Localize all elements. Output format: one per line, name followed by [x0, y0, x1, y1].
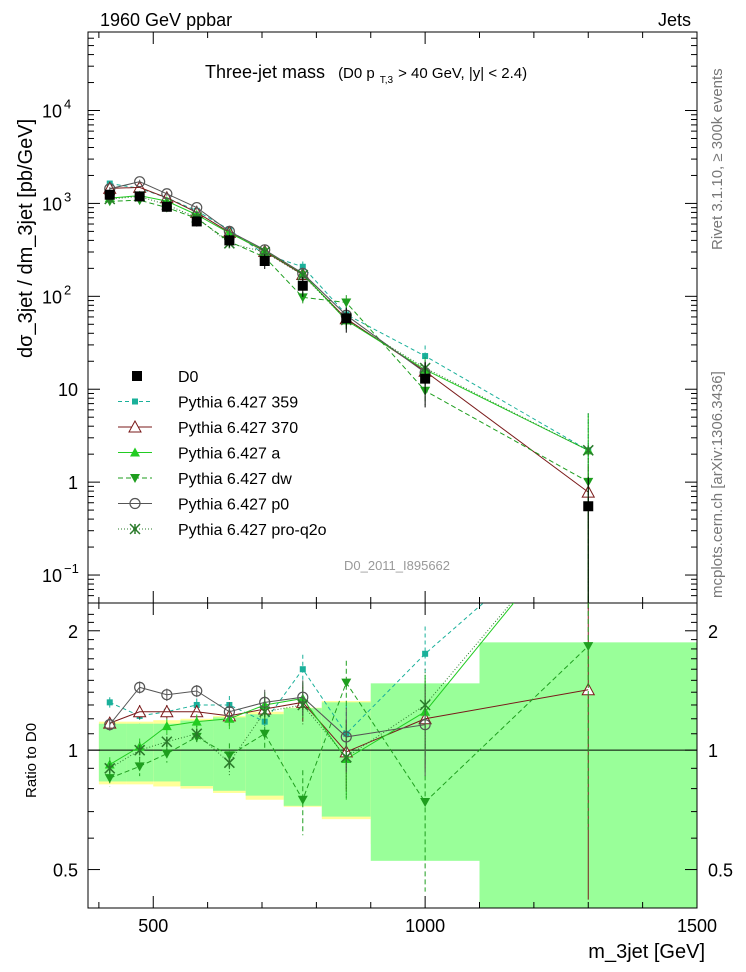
ratio-y-axis-label: Ratio to D0	[23, 723, 40, 798]
ratio-point-pythia-6-427-p0	[104, 719, 116, 731]
series-line-pythia-6-427-dw	[109, 199, 589, 483]
series-point-pythia-6-427-pro-q2o	[582, 444, 594, 456]
ratio-line-pythia-6-427-dw	[109, 645, 589, 803]
ratio-point-pythia-6-427-dw	[104, 774, 115, 784]
analysis-watermark: D0_2011_I895662	[344, 558, 450, 573]
chart-title-main: Three-jet mass	[205, 62, 325, 82]
top-y-tick-label: 10	[42, 102, 62, 122]
ratio-uncertainty-bands	[98, 642, 697, 908]
ratio-y-tick-label-left: 1	[68, 741, 78, 761]
chart-title-cuts-rest: > 40 GeV, |y| < 2.4)	[398, 65, 527, 82]
data-point-d0	[259, 255, 270, 266]
legend-label: Pythia 6.427 p0	[178, 497, 289, 514]
data-point-d0	[191, 216, 202, 227]
legend-label: Pythia 6.427 dw	[178, 471, 292, 488]
data-point-d0	[420, 373, 431, 384]
legend-marker	[129, 497, 141, 510]
top-y-tick-label: 10	[42, 194, 62, 214]
series-line-pythia-6-427-a	[109, 195, 589, 451]
rivet-version-label: Rivet 3.1.10, ≥ 300k events	[709, 68, 726, 250]
ratio-line-pythia-6-427-359	[109, 603, 485, 735]
top-y-tick-exponent: 3	[64, 189, 71, 204]
top-y-tick-exponent: 4	[64, 97, 71, 112]
ratio-point-pythia-6-427-pro-q2o	[134, 744, 146, 756]
top-panel-series	[102, 176, 596, 603]
top-y-tick-exponent: 2	[64, 282, 71, 297]
legend-marker	[130, 447, 140, 457]
top-y-tick-exponent: −1	[64, 561, 79, 576]
top-y-tick-label: 1	[68, 473, 78, 493]
legend-label: Pythia 6.427 pro-q2o	[178, 522, 327, 539]
top-y-tick-label: 10	[58, 380, 78, 400]
ratio-point-pythia-6-427-p0	[161, 689, 173, 701]
ratio-panel-frame	[87, 602, 698, 909]
series-line-pythia-6-427-p0	[109, 181, 426, 374]
data-point-d0	[297, 280, 308, 291]
legend-label: Pythia 6.427 a	[178, 446, 280, 463]
ratio-line-pythia-6-427-a	[109, 603, 515, 765]
ratio-point-pythia-6-427-pro-q2o	[223, 757, 235, 769]
axes-frames	[87, 31, 698, 909]
series-point-pythia-6-427-dw	[297, 293, 308, 303]
x-axis-label: m_3jet [GeV]	[588, 941, 705, 963]
ratio-panel-series	[102, 603, 596, 900]
stat-uncertainty-band	[98, 723, 127, 782]
top-y-tick-label: 10	[42, 566, 62, 586]
legend-label: D0	[178, 369, 199, 386]
ratio-y-tick-label-right: 2	[708, 622, 718, 642]
data-point-d0	[341, 313, 352, 324]
ratio-line-pythia-6-427-p0	[109, 686, 426, 738]
top-panel-frame	[87, 31, 698, 604]
legend-marker	[129, 523, 141, 535]
ratio-point-pythia-6-427-dw	[259, 729, 270, 739]
ratio-y-tick-label-right: 0.5	[708, 861, 733, 881]
top-y-tick-label: 10	[42, 287, 62, 307]
header-left: 1960 GeV ppbar	[100, 10, 232, 30]
ratio-point-pythia-6-427-p0	[223, 706, 235, 718]
ratio-y-tick-label-right: 1	[708, 741, 718, 761]
legend: D0 Pythia 6.427 359 Pythia 6.427 370 Pythia…	[118, 369, 327, 539]
ratio-point-pythia-6-427-p0	[340, 731, 352, 743]
chart-title-subscript: T,3	[380, 75, 394, 86]
header-right: Jets	[658, 10, 691, 30]
ratio-line-pythia-6-427-pro-q2o	[109, 603, 512, 769]
ratio-point-pythia-6-427-359	[422, 650, 429, 657]
top-y-axis-label: dσ_3jet / dm_3jet [pb/GeV]	[15, 119, 37, 358]
ratio-y-tick-label-left: 0.5	[53, 861, 78, 881]
legend-marker	[130, 474, 140, 483]
x-tick-label: 1500	[677, 916, 717, 936]
data-point-d0	[161, 201, 172, 212]
series-line-pythia-6-427-pro-q2o	[109, 195, 589, 451]
ratio-y-tick-label-left: 2	[68, 622, 78, 642]
ratio-point-pythia-6-427-dw	[134, 762, 145, 772]
ratio-point-pythia-6-427-p0	[134, 681, 146, 693]
series-point-pythia-6-427-p0	[134, 176, 146, 188]
chart-title: Three-jet mass (D0 p T,3 > 40 GeV, |y| <…	[205, 62, 527, 87]
chart-title-cuts: (D0 p	[338, 65, 375, 82]
data-point-d0	[134, 191, 145, 202]
legend-label: Pythia 6.427 370	[178, 420, 298, 437]
ratio-point-pythia-6-427-p0	[191, 685, 203, 697]
x-tick-label: 1000	[405, 916, 445, 936]
stat-uncertainty-band	[245, 714, 284, 796]
data-point-d0	[104, 189, 115, 200]
ratio-point-pythia-6-427-pro-q2o	[259, 706, 271, 718]
data-point-d0	[583, 501, 594, 512]
legend-label: Pythia 6.427 359	[178, 395, 298, 412]
legend-marker	[128, 419, 142, 433]
series-point-pythia-6-427-p0	[191, 201, 203, 214]
x-tick-label: 500	[138, 916, 168, 936]
legend-marker	[132, 398, 138, 405]
data-point-d0	[224, 235, 235, 246]
series-point-pythia-6-427-p0	[161, 188, 173, 200]
mcplots-source-label: mcplots.cern.ch [arXiv:1306.3436]	[709, 371, 726, 598]
legend-marker	[132, 371, 142, 381]
